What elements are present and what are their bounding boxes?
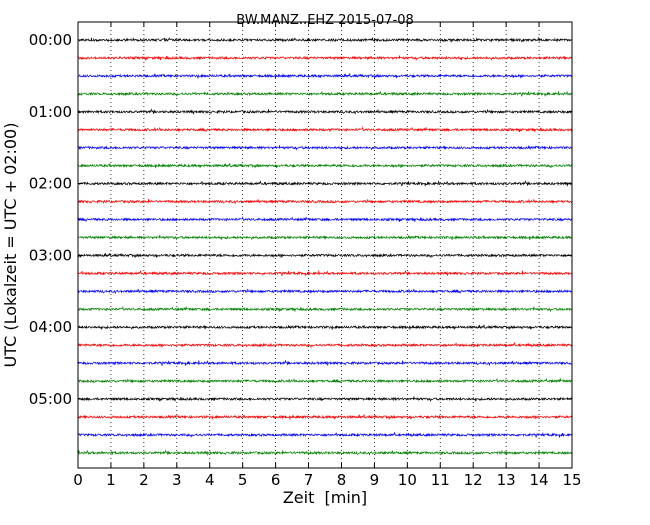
x-tick-label-6: 6 [271, 471, 281, 489]
trace-0245 [77, 234, 573, 241]
x-tick-label-0: 0 [73, 471, 83, 489]
trace-0515 [77, 414, 573, 420]
trace-0045 [77, 90, 573, 97]
trace-0500 [77, 396, 573, 403]
trace-0545 [77, 449, 573, 457]
trace-0445 [77, 377, 573, 384]
chart-title: BW.MANZ..EHZ 2015-07-08 [236, 13, 414, 28]
trace-0430 [77, 359, 573, 367]
trace-0315 [77, 269, 573, 277]
x-tick-label-7: 7 [304, 471, 314, 489]
x-tick-label-11: 11 [431, 471, 450, 489]
y-tick-label-0100: 01:00 [29, 103, 72, 121]
x-tick-label-5: 5 [238, 471, 248, 489]
seismic-traces [77, 36, 573, 457]
y-tick-label-0200: 02:00 [29, 175, 72, 193]
trace-0330 [77, 288, 573, 294]
trace-0030 [77, 73, 573, 79]
trace-0200 [77, 180, 573, 187]
trace-0100 [77, 108, 573, 115]
trace-0230 [77, 216, 573, 223]
trace-0345 [77, 305, 573, 313]
x-axis-label: Zeit [min] [283, 488, 367, 507]
trace-0215 [77, 198, 573, 205]
trace-0400 [77, 324, 573, 331]
x-tick-label-1: 1 [106, 471, 116, 489]
trace-0130 [77, 145, 573, 151]
x-tick-label-12: 12 [464, 471, 483, 489]
x-tick-label-3: 3 [172, 471, 182, 489]
plot-frame [77, 21, 573, 469]
trace-0015 [77, 55, 573, 61]
trace-0115 [77, 126, 573, 133]
x-tick-label-10: 10 [398, 471, 417, 489]
x-tick-label-13: 13 [497, 471, 516, 489]
y-tick-label-0400: 04:00 [29, 318, 72, 336]
trace-0000 [78, 36, 573, 43]
y-tick-label-0500: 05:00 [29, 390, 72, 408]
x-tick-label-8: 8 [337, 471, 347, 489]
x-tick-label-4: 4 [205, 471, 215, 489]
x-tick-label-15: 15 [562, 471, 581, 489]
trace-0145 [77, 162, 573, 169]
y-axis-label: UTC (Lokalzeit = UTC + 02:00) [1, 123, 20, 368]
x-tick-label-14: 14 [530, 471, 549, 489]
trace-0300 [77, 252, 573, 259]
x-axis-ticks: 0 1 2 3 4 5 6 7 8 9 10 11 12 13 14 15 [73, 22, 582, 489]
trace-0415 [77, 341, 573, 348]
y-axis-ticks: 00:00 01:00 02:00 03:00 04:00 05:00 [29, 31, 572, 408]
trace-0530 [77, 431, 573, 438]
y-tick-label-0000: 00:00 [29, 31, 72, 49]
x-tick-label-2: 2 [139, 471, 149, 489]
y-tick-label-0300: 03:00 [29, 246, 72, 264]
x-tick-label-9: 9 [370, 471, 380, 489]
